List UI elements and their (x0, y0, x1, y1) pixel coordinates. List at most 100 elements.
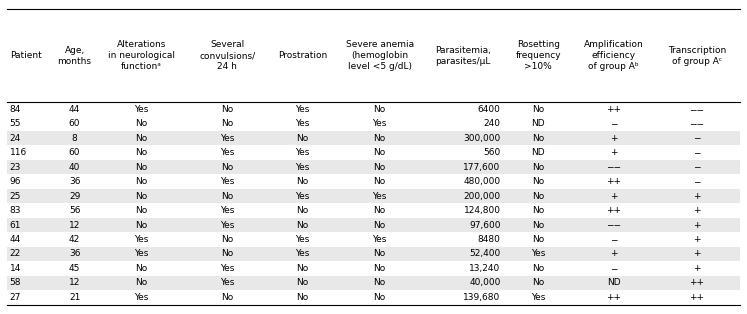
Text: Yes: Yes (295, 235, 309, 244)
Text: Yes: Yes (134, 293, 149, 302)
Text: No: No (374, 206, 385, 215)
Text: 480,000: 480,000 (464, 177, 500, 186)
Text: No: No (374, 264, 385, 273)
Bar (7, 131, 740, 145)
Text: 6400: 6400 (478, 105, 500, 114)
Text: Patient: Patient (10, 51, 42, 60)
Text: −: − (610, 235, 617, 244)
Text: ++: ++ (689, 293, 704, 302)
Text: −−: −− (606, 163, 621, 172)
Text: −: − (693, 177, 701, 186)
Text: No: No (297, 177, 309, 186)
Text: Alterations
in neurological
functionᵃ: Alterations in neurological functionᵃ (108, 40, 176, 71)
Text: Yes: Yes (295, 192, 309, 201)
Text: ++: ++ (606, 105, 621, 114)
Text: ND: ND (531, 119, 545, 128)
Text: Yes: Yes (220, 279, 235, 287)
Text: 84: 84 (10, 105, 21, 114)
Text: No: No (297, 293, 309, 302)
Text: 8480: 8480 (478, 235, 500, 244)
Text: No: No (374, 148, 385, 157)
Text: No: No (532, 134, 545, 143)
Text: −: − (610, 119, 617, 128)
Text: No: No (532, 206, 545, 215)
Text: 56: 56 (69, 206, 81, 215)
Text: Yes: Yes (220, 134, 235, 143)
Text: 116: 116 (10, 148, 27, 157)
Text: No: No (221, 105, 233, 114)
Text: −−: −− (689, 105, 704, 114)
Text: +: + (693, 220, 701, 230)
Text: −−: −− (606, 220, 621, 230)
Text: 560: 560 (483, 148, 500, 157)
Text: Yes: Yes (134, 249, 149, 258)
Text: 44: 44 (10, 235, 21, 244)
Text: +: + (693, 206, 701, 215)
Text: No: No (135, 134, 148, 143)
Text: No: No (374, 279, 385, 287)
Text: 36: 36 (69, 249, 81, 258)
Text: No: No (532, 235, 545, 244)
Text: ++: ++ (689, 279, 704, 287)
Text: No: No (374, 293, 385, 302)
Text: 240: 240 (483, 119, 500, 128)
Text: Yes: Yes (295, 163, 309, 172)
Text: 300,000: 300,000 (463, 134, 500, 143)
Text: +: + (693, 192, 701, 201)
Text: Yes: Yes (531, 249, 545, 258)
Text: Yes: Yes (220, 220, 235, 230)
Text: −: − (610, 264, 617, 273)
Text: Rosetting
frequency
>10%: Rosetting frequency >10% (515, 40, 561, 71)
Text: No: No (374, 163, 385, 172)
Text: 21: 21 (69, 293, 80, 302)
Bar (7, 247, 740, 261)
Text: Yes: Yes (220, 264, 235, 273)
Text: ND: ND (607, 279, 620, 287)
Bar (7, 218, 740, 232)
Text: No: No (135, 148, 148, 157)
Text: 61: 61 (10, 220, 21, 230)
Text: No: No (135, 206, 148, 215)
Text: Age,
months: Age, months (58, 46, 92, 66)
Text: Yes: Yes (373, 192, 387, 201)
Text: 12: 12 (69, 220, 80, 230)
Text: No: No (297, 134, 309, 143)
Text: 8: 8 (72, 134, 78, 143)
Text: ++: ++ (606, 206, 621, 215)
Text: No: No (297, 220, 309, 230)
Text: Yes: Yes (295, 119, 309, 128)
Text: Yes: Yes (531, 293, 545, 302)
Text: Yes: Yes (295, 105, 309, 114)
Text: Yes: Yes (220, 177, 235, 186)
Text: No: No (135, 192, 148, 201)
Text: 177,600: 177,600 (463, 163, 500, 172)
Text: Severe anemia
(hemoglobin
level <5 g/dL): Severe anemia (hemoglobin level <5 g/dL) (346, 40, 414, 71)
Text: Yes: Yes (373, 119, 387, 128)
Text: No: No (135, 264, 148, 273)
Text: No: No (297, 279, 309, 287)
Text: No: No (532, 163, 545, 172)
Text: 139,680: 139,680 (463, 293, 500, 302)
Text: −−: −− (689, 119, 704, 128)
Text: Yes: Yes (295, 148, 309, 157)
Text: No: No (221, 235, 233, 244)
Text: No: No (221, 192, 233, 201)
Text: 55: 55 (10, 119, 21, 128)
Text: 60: 60 (69, 119, 81, 128)
Text: Yes: Yes (373, 235, 387, 244)
Text: −: − (693, 148, 701, 157)
Text: 36: 36 (69, 177, 81, 186)
Text: 200,000: 200,000 (464, 192, 500, 201)
Text: 23: 23 (10, 163, 21, 172)
Text: 29: 29 (69, 192, 80, 201)
Text: 13,240: 13,240 (469, 264, 500, 273)
Text: No: No (532, 177, 545, 186)
Text: +: + (610, 249, 617, 258)
Text: 40: 40 (69, 163, 80, 172)
Text: No: No (135, 220, 148, 230)
Text: No: No (297, 206, 309, 215)
Text: No: No (374, 105, 385, 114)
Text: No: No (135, 177, 148, 186)
Text: No: No (135, 163, 148, 172)
Text: 58: 58 (10, 279, 21, 287)
